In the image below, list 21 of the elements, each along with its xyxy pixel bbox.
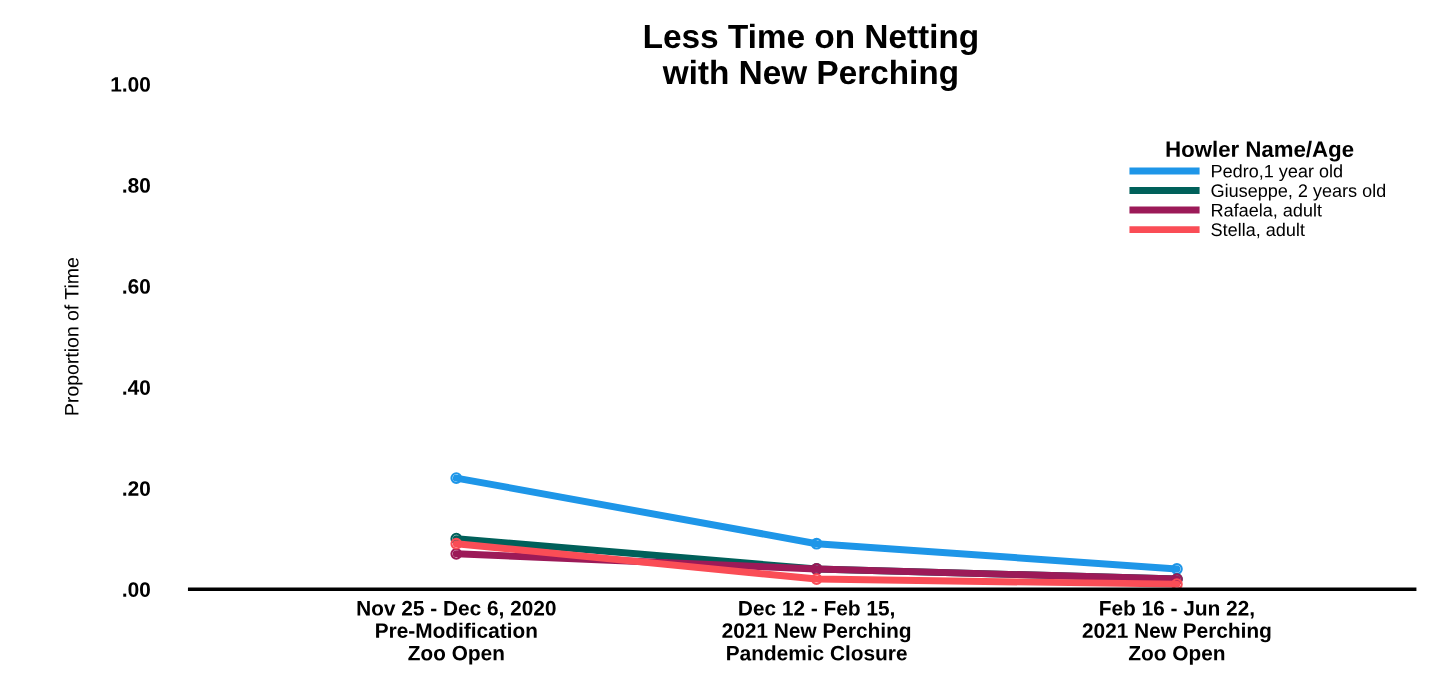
- point: [450, 472, 463, 484]
- legend-title: Howler Name/Age: [1166, 140, 1354, 162]
- x-tick-label: Nov 25 - Dec 6, 2020 Pre-Modification Zoo Open: [357, 600, 556, 665]
- point: [1171, 563, 1183, 575]
- y-axis-title: Proportion of Time: [64, 258, 83, 415]
- x-tick-label: Dec 12 - Feb 15, 2021 New Perching Pandemic Closure: [722, 600, 911, 661]
- legend-label: Giuseppe, 2 years old: [1211, 183, 1386, 201]
- y-tick-label: .20: [123, 481, 150, 496]
- point: [810, 573, 823, 585]
- x-tick-label: Feb 16 - Jun 22, 2021 New Perching Zoo Open: [1082, 600, 1271, 665]
- legend-label: Stella, adult: [1211, 222, 1305, 239]
- y-tick-label: .40: [123, 380, 150, 395]
- point: [810, 537, 823, 550]
- y-tick-label: 1.00: [111, 77, 150, 92]
- y-tick-label: .80: [123, 178, 150, 193]
- legend-label: Rafaela, adult: [1212, 203, 1322, 219]
- point: [450, 537, 463, 550]
- legend-label: Pedro,1 year old: [1212, 164, 1342, 182]
- chart-title: Less Time on Netting with New Perching: [644, 23, 977, 91]
- y-tick-label: .60: [123, 279, 150, 294]
- y-tick-label: .00: [123, 582, 150, 597]
